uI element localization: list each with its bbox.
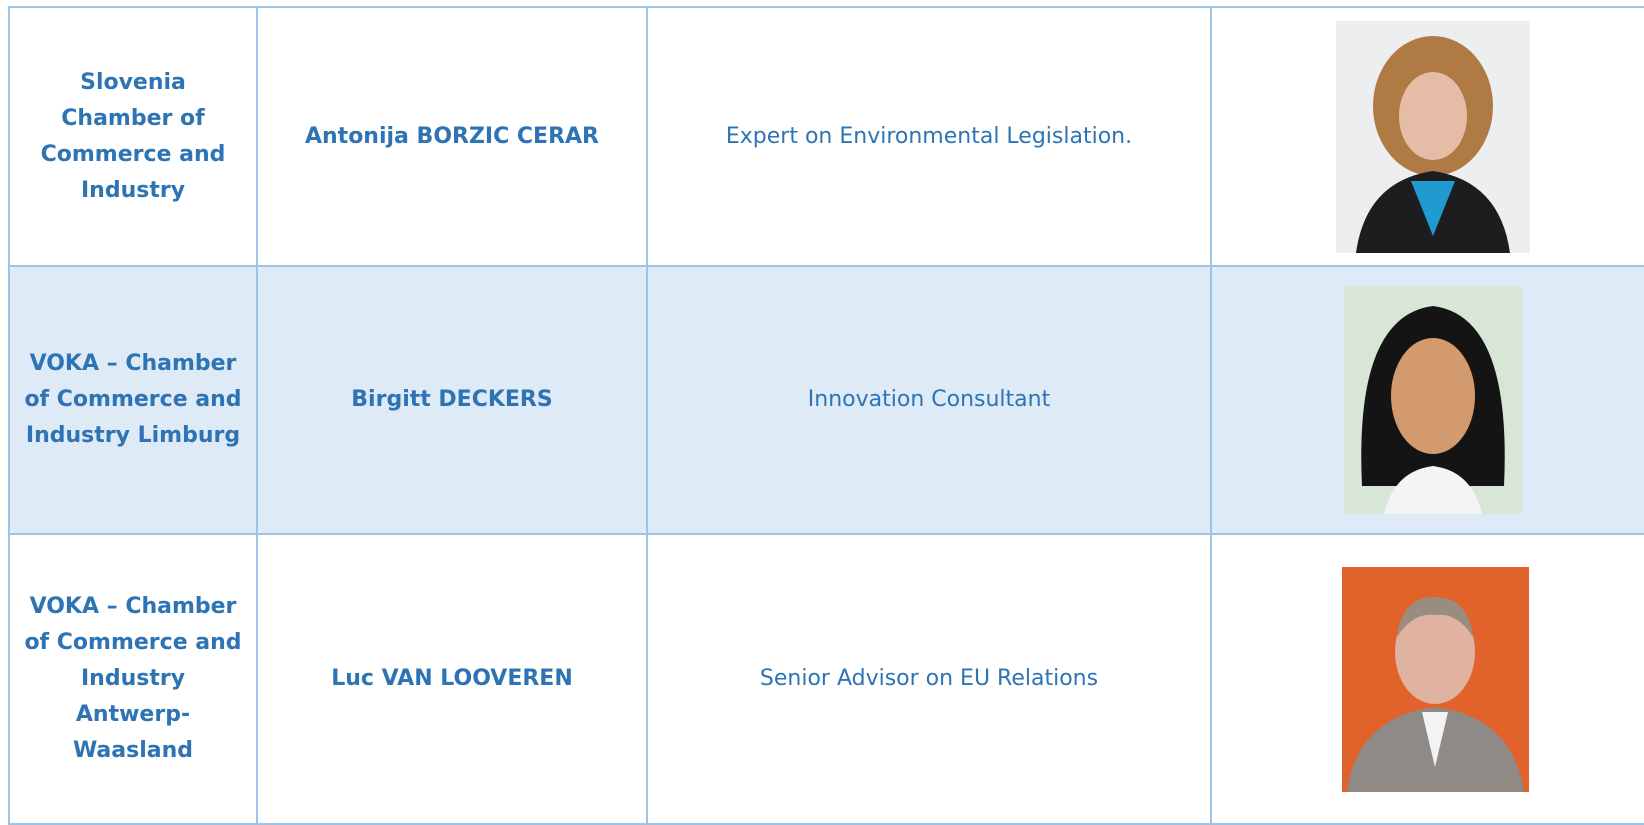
organization: Slovenia Chamber of Commerce and Industr…	[8, 6, 258, 267]
table-row: VOKA – Chamber of Commerce and Industry …	[8, 265, 1644, 535]
person-role: Senior Advisor on EU Relations	[646, 533, 1212, 825]
person-name: Luc VAN LOOVEREN	[256, 533, 648, 825]
organization: VOKA – Chamber of Commerce and Industry …	[8, 533, 258, 825]
table-row: VOKA – Chamber of Commerce and Industry …	[8, 533, 1644, 825]
person-name: Antonija BORZIC CERAR	[256, 6, 648, 267]
person-role: Innovation Consultant	[646, 265, 1212, 535]
person-name: Birgitt DECKERS	[256, 265, 648, 535]
photo-cell	[1210, 6, 1644, 267]
organization: VOKA – Chamber of Commerce and Industry …	[8, 265, 258, 535]
portrait	[1336, 20, 1530, 253]
portrait	[1342, 566, 1529, 792]
photo-cell	[1210, 265, 1644, 535]
table-row: Slovenia Chamber of Commerce and Industr…	[8, 6, 1644, 267]
photo-cell	[1210, 533, 1644, 825]
person-role: Expert on Environmental Legislation.	[646, 6, 1212, 267]
contacts-table: Slovenia Chamber of Commerce and Industr…	[8, 6, 1644, 825]
portrait	[1344, 286, 1522, 514]
